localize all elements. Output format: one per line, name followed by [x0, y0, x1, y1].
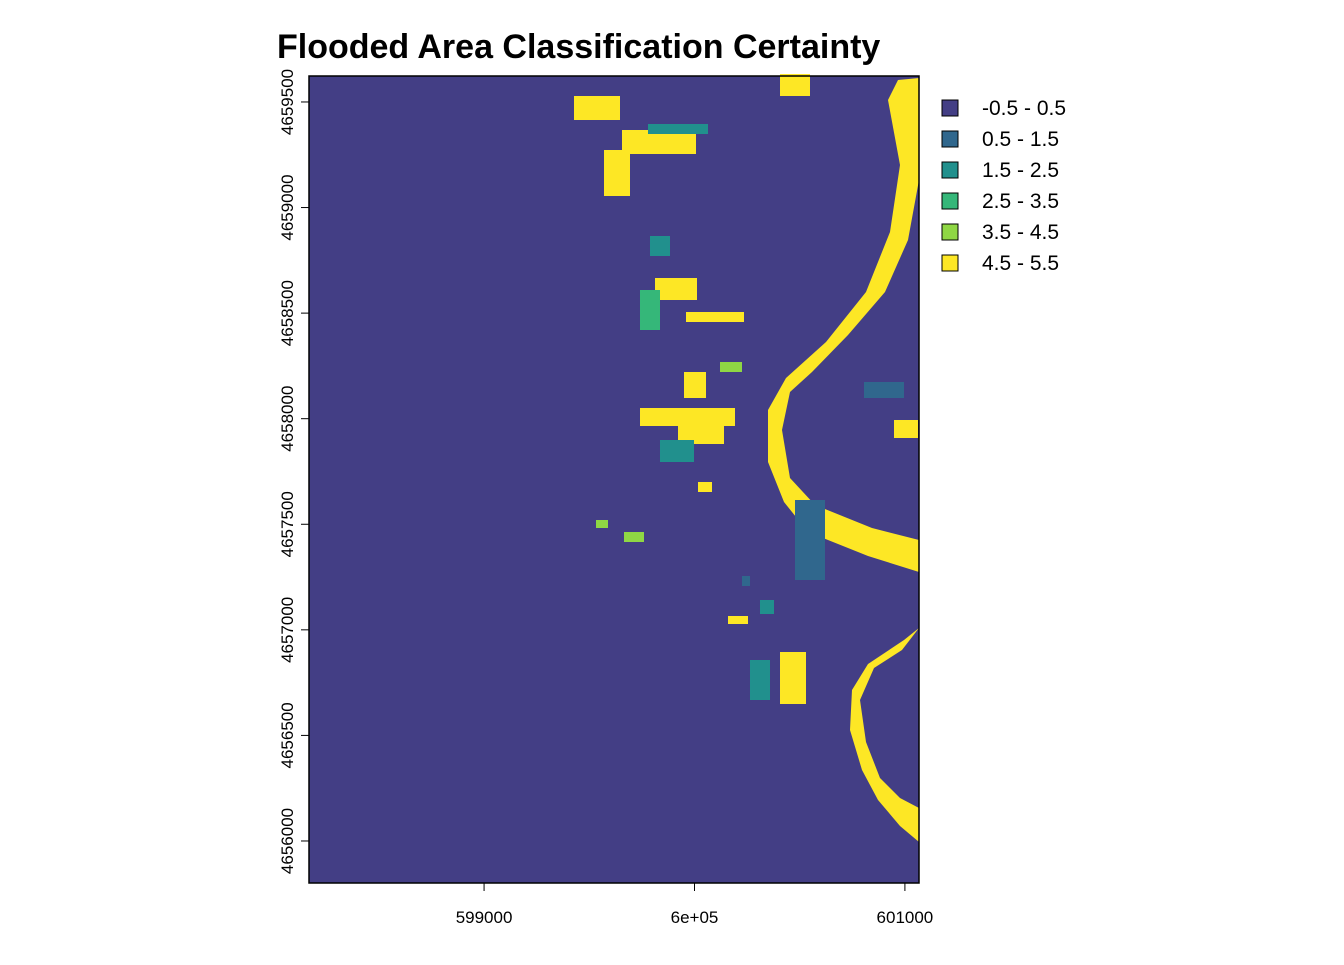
flood-patch	[640, 408, 735, 426]
flood-patch	[780, 74, 810, 96]
flood-patch	[698, 482, 712, 492]
flood-patch	[864, 382, 904, 398]
legend-swatch	[941, 254, 959, 272]
legend-label: 1.5 - 2.5	[982, 159, 1059, 182]
x-tick-label: 601000	[877, 908, 934, 927]
flood-patch	[574, 96, 620, 120]
flood-patch	[604, 150, 630, 196]
plot-frame	[308, 75, 920, 884]
flood-patch	[894, 420, 918, 438]
y-tick-label: 4658000	[278, 386, 297, 452]
flood-patch	[684, 372, 706, 398]
y-tick-label: 4656000	[278, 808, 297, 874]
legend-swatch	[941, 130, 959, 148]
flood-patch	[640, 290, 660, 330]
legend-label: 2.5 - 3.5	[982, 190, 1059, 213]
flood-patch	[686, 312, 744, 322]
flood-patch	[678, 424, 724, 444]
x-tick-label: 6e+05	[671, 908, 719, 927]
flood-patch	[795, 500, 825, 580]
flood-patch	[660, 440, 694, 462]
legend-swatch	[941, 223, 959, 241]
legend-swatch	[941, 99, 959, 117]
flood-patch	[742, 576, 750, 586]
raster-layer	[309, 74, 919, 883]
flood-patch	[728, 616, 748, 624]
flood-region	[768, 78, 919, 572]
legend-label: 3.5 - 4.5	[982, 221, 1059, 244]
legend-label: -0.5 - 0.5	[982, 97, 1066, 120]
flood-patch	[720, 362, 742, 372]
y-tick-label: 4657500	[278, 491, 297, 557]
chart-title: Flooded Area Classification Certainty	[277, 28, 880, 66]
y-tick-label: 4656500	[278, 702, 297, 768]
flood-patch	[655, 278, 697, 300]
legend-swatch	[941, 161, 959, 179]
flood-patch	[760, 600, 774, 614]
flood-patch	[648, 124, 708, 134]
raster-background	[309, 76, 919, 883]
y-tick-label: 4658500	[278, 280, 297, 346]
y-tick-label: 4659000	[278, 174, 297, 240]
flood-patch	[650, 236, 670, 256]
legend-swatch	[941, 192, 959, 210]
flood-region	[850, 628, 919, 842]
flood-patch	[596, 520, 608, 528]
flood-patch	[750, 660, 770, 700]
legend-label: 0.5 - 1.5	[982, 128, 1059, 151]
y-tick-label: 4659500	[278, 69, 297, 135]
flood-patch	[624, 532, 644, 542]
legend-label: 4.5 - 5.5	[982, 252, 1059, 275]
y-tick-label: 4657000	[278, 597, 297, 663]
flood-patch	[780, 652, 806, 704]
x-tick-label: 599000	[456, 908, 513, 927]
